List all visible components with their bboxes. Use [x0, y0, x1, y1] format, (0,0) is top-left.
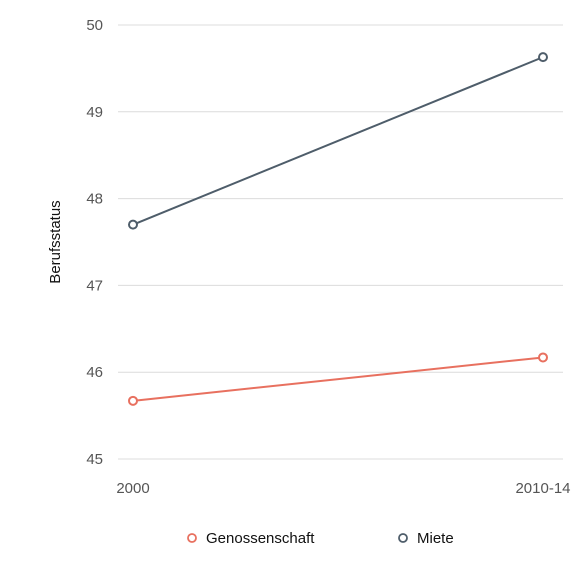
- legend-marker-0: [187, 533, 197, 543]
- data-point-0-0: [128, 395, 138, 406]
- series-line-0: [132, 356, 544, 402]
- series-group: [128, 52, 548, 406]
- y-tick-label-45: 45: [86, 451, 103, 468]
- gridlines: [118, 24, 563, 460]
- legend-marker-1: [398, 533, 408, 543]
- data-point-1-1: [538, 52, 548, 63]
- y-axis-title: Berufsstatus: [47, 200, 64, 283]
- x-axis-ticks: 2000 2010-14: [116, 480, 570, 497]
- y-axis-ticks: 45 46 47 48 49 50: [86, 17, 103, 468]
- y-tick-label-49: 49: [86, 104, 103, 121]
- y-tick-label-47: 47: [86, 277, 103, 294]
- x-tick-label-0: 2000: [116, 480, 149, 497]
- data-point-1-0: [128, 219, 138, 230]
- series-line-1: [132, 56, 544, 226]
- legend: Genossenschaft Miete: [187, 530, 454, 547]
- y-tick-label-50: 50: [86, 17, 103, 34]
- x-tick-label-1: 2010-14: [515, 480, 570, 497]
- data-point-0-1: [538, 352, 548, 363]
- y-tick-label-46: 46: [86, 364, 103, 381]
- y-tick-label-48: 48: [86, 191, 103, 208]
- legend-label-1: Miete: [417, 530, 454, 547]
- legend-label-0: Genossenschaft: [206, 530, 315, 547]
